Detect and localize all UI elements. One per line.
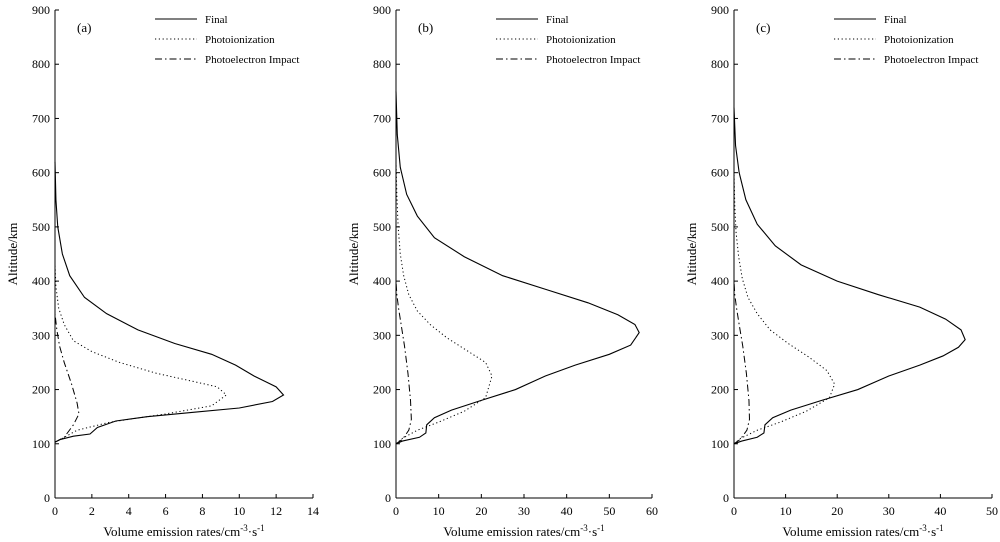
x-axis-title-superscript: -1 [257, 523, 265, 533]
x-tick-label: 2 [89, 504, 95, 518]
x-tick-label: 0 [731, 504, 737, 518]
series-line-photoionization [733, 172, 836, 445]
x-axis-title-text: Volume emission rates/cm [443, 524, 580, 539]
legend-label: Final [205, 14, 228, 26]
chart-panel-3: 0 100 200 300 400 500 600 700 800 900 0 10 20 30 40 50 A… [684, 3, 998, 539]
legend-label: Photoionization [884, 34, 954, 46]
x-axis-title-superscript: -1 [936, 523, 944, 533]
y-tick-label: 0 [385, 491, 391, 505]
legend-label: Photoelectron Impact [546, 54, 640, 66]
x-axis-title-text: Volume emission rates/cm [103, 524, 240, 539]
x-tick-label: 50 [603, 504, 615, 518]
x-axis-title-text: ·s [588, 524, 597, 539]
legend-label: Final [546, 14, 569, 26]
y-tick-label: 300 [32, 328, 50, 342]
y-tick-label: 700 [373, 111, 391, 125]
panel-label: (b) [418, 20, 433, 35]
y-tick-label: 900 [711, 3, 729, 17]
x-tick-label: 4 [126, 504, 132, 518]
x-tick-label: 20 [475, 504, 487, 518]
y-tick-label: 500 [711, 220, 729, 234]
y-tick-label: 500 [32, 220, 50, 234]
y-tick-label: 400 [711, 274, 729, 288]
x-tick-label: 30 [518, 504, 530, 518]
y-tick-label: 900 [373, 3, 391, 17]
y-tick-label: 600 [711, 166, 729, 180]
x-tick-label: 60 [646, 504, 658, 518]
x-tick-label: 14 [307, 504, 319, 518]
series-line-photoionization [395, 161, 493, 445]
y-tick-label: 300 [373, 328, 391, 342]
x-axis-title-superscript: -3 [240, 523, 248, 533]
legend-label: Photoelectron Impact [205, 54, 299, 66]
y-tick-label: 400 [373, 274, 391, 288]
legend-label: Photoionization [205, 34, 275, 46]
y-axis-title: Altitude/km [684, 223, 699, 286]
y-tick-label: 200 [373, 383, 391, 397]
y-tick-label: 800 [373, 57, 391, 71]
series-line-photoelectron-impact [54, 313, 80, 443]
series-line-photoelectron-impact [395, 281, 412, 445]
x-axis-title: Volume emission rates/cm-3·s-1 [782, 523, 943, 539]
x-axis-title-text: ·s [248, 524, 257, 539]
series-line-photoelectron-impact [733, 281, 750, 445]
series-line-final [54, 161, 285, 443]
y-tick-label: 600 [373, 166, 391, 180]
y-tick-label: 300 [711, 328, 729, 342]
y-tick-label: 600 [32, 166, 50, 180]
x-axis-title: Volume emission rates/cm-3·s-1 [443, 523, 604, 539]
series-line-photoionization [54, 264, 228, 443]
x-tick-label: 10 [780, 504, 792, 518]
y-tick-label: 900 [32, 3, 50, 17]
series-line-final [733, 107, 966, 445]
x-tick-label: 8 [199, 504, 205, 518]
x-axis-title-superscript: -3 [919, 523, 927, 533]
legend-label: Final [884, 14, 907, 26]
panel-label: (a) [77, 20, 91, 35]
series-line-final [395, 91, 640, 445]
y-tick-label: 700 [32, 111, 50, 125]
y-axis-title: Altitude/km [346, 223, 361, 286]
x-tick-label: 6 [163, 504, 169, 518]
x-tick-label: 0 [393, 504, 399, 518]
y-tick-label: 0 [44, 491, 50, 505]
x-tick-label: 12 [270, 504, 282, 518]
y-axis-title: Altitude/km [5, 223, 20, 286]
y-tick-label: 0 [723, 491, 729, 505]
x-axis-title-superscript: -1 [597, 523, 605, 533]
legend-label: Photoelectron Impact [884, 54, 978, 66]
x-tick-label: 10 [433, 504, 445, 518]
x-axis-title-text: Volume emission rates/cm [782, 524, 919, 539]
y-tick-label: 400 [32, 274, 50, 288]
chart-panel-1: 0 100 200 300 400 500 600 700 800 900 0 2 4 6 8 10 12 14 A… [5, 3, 319, 539]
chart-panel-2: 0 100 200 300 400 500 600 700 800 900 0 10 20 30 40 50 6… [346, 3, 658, 539]
x-axis-title-superscript: -3 [580, 523, 588, 533]
panel-label: (c) [756, 20, 770, 35]
y-tick-label: 200 [711, 383, 729, 397]
y-tick-label: 500 [373, 220, 391, 234]
x-axis-title: Volume emission rates/cm-3·s-1 [103, 523, 264, 539]
y-tick-label: 100 [373, 437, 391, 451]
legend-label: Photoionization [546, 34, 616, 46]
y-tick-label: 800 [711, 57, 729, 71]
y-tick-label: 100 [711, 437, 729, 451]
x-tick-label: 40 [934, 504, 946, 518]
y-tick-label: 200 [32, 383, 50, 397]
x-tick-label: 20 [831, 504, 843, 518]
y-tick-label: 100 [32, 437, 50, 451]
x-tick-label: 0 [52, 504, 58, 518]
y-tick-label: 800 [32, 57, 50, 71]
x-tick-label: 10 [233, 504, 245, 518]
x-tick-label: 50 [986, 504, 998, 518]
x-tick-label: 30 [883, 504, 895, 518]
y-tick-label: 700 [711, 111, 729, 125]
x-axis-title-text: ·s [927, 524, 936, 539]
x-tick-label: 40 [561, 504, 573, 518]
